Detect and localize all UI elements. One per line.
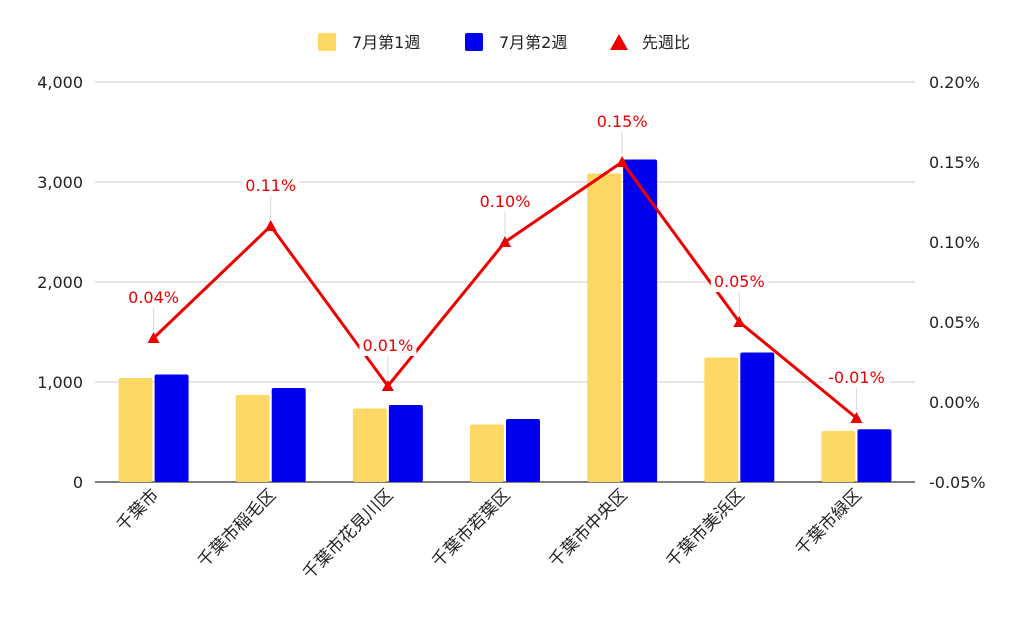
bars (118, 159, 892, 482)
legend-swatch (318, 33, 336, 51)
data-label-bg (476, 190, 534, 212)
bar-2 (388, 405, 423, 482)
category-label: 千葉市緑区 (792, 485, 866, 559)
legend-swatch (465, 33, 483, 51)
ratio-point (850, 412, 863, 423)
right-tick-label: 0.10% (929, 233, 980, 252)
ratio-point (264, 220, 277, 231)
category-label: 千葉市中央区 (545, 485, 631, 571)
bar-2 (506, 419, 540, 482)
left-tick-label: 3,000 (37, 173, 83, 192)
ratio-point (147, 332, 160, 343)
bar-1 (470, 424, 504, 482)
left-axis: 0 1,000 2,000 3,000 4,000 (37, 73, 83, 492)
data-label: 0.15% (597, 112, 648, 131)
legend-swatch (610, 34, 628, 50)
data-label: 0.11% (245, 176, 296, 195)
left-tick-label: 1,000 (37, 373, 83, 392)
category-label: 千葉市 (113, 485, 163, 535)
data-label: -0.01% (828, 368, 885, 387)
bar-1 (704, 357, 739, 482)
ratio-point (499, 236, 511, 247)
bar-1 (587, 173, 622, 482)
right-tick-label: 0.15% (929, 153, 980, 172)
data-label-bg (359, 334, 417, 356)
right-axis: -0.05% 0.00% 0.05% 0.10% 0.15% 0.20% (929, 73, 986, 492)
bar-2 (271, 388, 306, 482)
right-tick-label: -0.05% (929, 473, 986, 492)
data-label-bg (593, 110, 651, 132)
data-label: 0.10% (480, 192, 531, 211)
ratio-point (733, 316, 746, 327)
category-label: 千葉市稲毛区 (194, 485, 280, 571)
gridlines (95, 81, 915, 483)
right-tick-label: 0.20% (929, 73, 980, 92)
data-label: 0.05% (714, 272, 765, 291)
left-tick-label: 4,000 (37, 73, 83, 92)
bar-1 (821, 431, 856, 482)
left-tick-label: 2,000 (37, 273, 83, 292)
bar-1 (352, 408, 387, 482)
category-label: 千葉市若葉区 (428, 485, 514, 571)
data-label-bg (823, 366, 890, 388)
right-tick-label: 0.05% (929, 313, 980, 332)
legend-label: 7月第1週 (352, 33, 420, 52)
bar-2 (740, 352, 775, 482)
category-labels: 千葉市 千葉市稲毛区 千葉市花見川区 千葉市若葉区 千葉市中央区 千葉市美浜区 千葉市緑区 (113, 485, 866, 583)
legend-label: 先週比 (642, 33, 690, 52)
data-label-bg (710, 270, 768, 292)
category-label: 千葉市花見川区 (299, 485, 397, 583)
legend-label: 7月第2週 (499, 33, 567, 52)
right-tick-label: 0.00% (929, 393, 980, 412)
legend: 7月第1週 7月第2週 先週比 (318, 33, 690, 52)
ratio-point (616, 156, 629, 167)
ratio-line: 0.04% 0.11% 0.01% 0.10% 0.15% 0.05% -0.01% (125, 110, 890, 423)
data-label: 0.01% (362, 336, 413, 355)
bar-1 (118, 378, 153, 482)
data-label-bg (125, 286, 183, 308)
data-label-bg (242, 174, 300, 196)
category-label: 千葉市美浜区 (663, 485, 749, 571)
ratio-point (381, 380, 394, 391)
bar-2 (154, 374, 189, 482)
bar-2 (857, 429, 892, 482)
left-tick-label: 0 (73, 473, 83, 492)
bar-2 (623, 159, 658, 482)
bar-1 (235, 395, 270, 482)
data-label: 0.04% (128, 288, 179, 307)
